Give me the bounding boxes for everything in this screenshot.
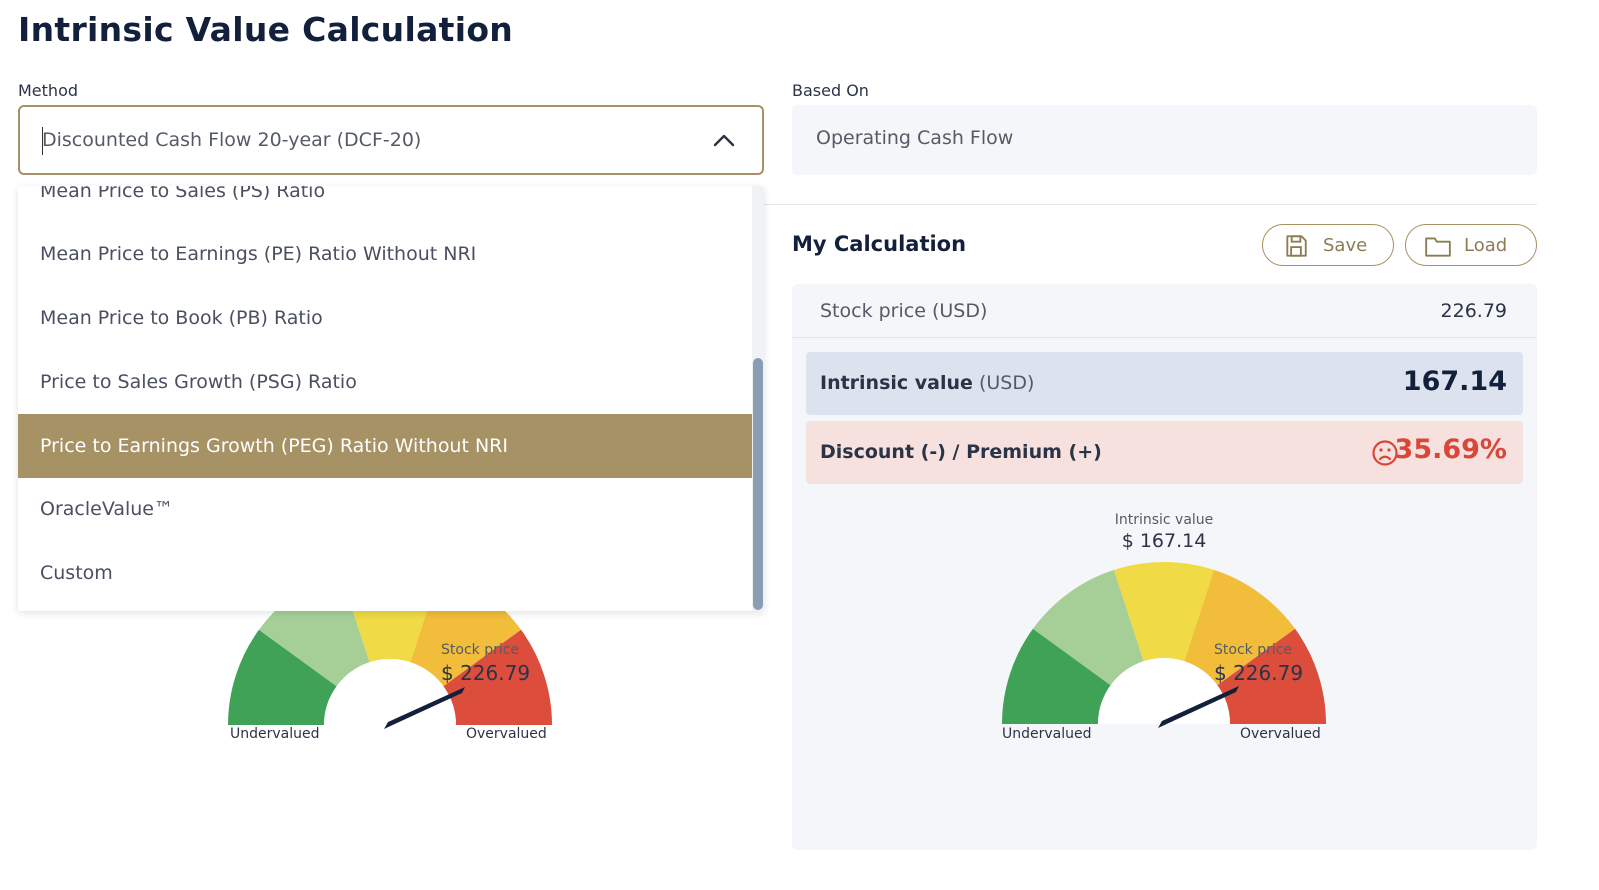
based-on-label: Based On — [792, 81, 869, 100]
right-gauge-undervalued: Undervalued — [1002, 726, 1092, 742]
dropdown-option[interactable]: Price to Sales Growth (PSG) Ratio — [40, 371, 357, 393]
dropdown-scrollbar-thumb[interactable] — [753, 358, 763, 610]
left-gauge-stock-caption: Stock price — [441, 642, 520, 658]
gauge-segment — [1217, 628, 1326, 724]
dropdown-option-selected[interactable]: Price to Earnings Growth (PEG) Ratio Wit… — [18, 414, 752, 478]
discount-premium-value: 35.69% — [1394, 434, 1507, 465]
discount-premium-label: Discount (-) / Premium (+) — [820, 441, 1102, 463]
right-gauge-dial — [1002, 562, 1326, 728]
dropdown-option[interactable]: Mean Price to Earnings (PE) Ratio Withou… — [40, 243, 477, 265]
gauge-segment — [1002, 628, 1111, 724]
right-gauge: Intrinsic value $ 167.14 Stock price $ 2… — [1000, 512, 1340, 752]
stock-price-label: Stock price (USD) — [820, 300, 988, 322]
load-button[interactable]: Load — [1405, 224, 1537, 266]
dropdown-option[interactable]: Custom — [40, 562, 113, 584]
save-button[interactable]: Save — [1262, 224, 1394, 266]
text-caret — [42, 127, 43, 155]
left-gauge-undervalued: Undervalued — [230, 726, 320, 742]
my-calculation-title: My Calculation — [792, 232, 967, 256]
chevron-up-icon[interactable] — [712, 129, 736, 153]
dropdown-option[interactable]: Mean Price to Book (PB) Ratio — [40, 307, 323, 329]
folder-icon — [1425, 237, 1451, 257]
save-button-label: Save — [1323, 235, 1368, 256]
method-select[interactable]: Discounted Cash Flow 20-year (DCF-20) — [18, 105, 764, 175]
gauge-segment — [1032, 569, 1144, 686]
load-button-label: Load — [1464, 235, 1508, 256]
gauge-segment — [1184, 569, 1296, 686]
method-label: Method — [18, 81, 79, 100]
gauge-segment — [1113, 562, 1215, 662]
discount-premium-row: Discount (-) / Premium (+) 35.69% — [806, 421, 1523, 484]
gauge-segment — [228, 629, 337, 725]
left-gauge-stock-value: $ 226.79 — [441, 661, 531, 685]
calculation-panel: Stock price (USD) 226.79 Intrinsic value… — [792, 284, 1537, 850]
method-select-value: Discounted Cash Flow 20-year (DCF-20) — [42, 129, 422, 151]
gauge-segment — [443, 629, 552, 725]
right-gauge-intrinsic-caption: Intrinsic value — [1114, 512, 1214, 528]
intrinsic-value-row: Intrinsic value (USD) 167.14 — [806, 352, 1523, 415]
right-gauge-overvalued: Overvalued — [1240, 726, 1321, 742]
section-divider — [764, 204, 1537, 205]
intrinsic-value-label: Intrinsic value (USD) — [820, 372, 1035, 394]
dropdown-option[interactable]: Mean Price to Sales (PS) Ratio — [40, 186, 326, 202]
right-gauge-stock-value: $ 226.79 — [1214, 661, 1304, 685]
based-on-field: Operating Cash Flow — [792, 105, 1537, 175]
floppy-disk-icon — [1286, 235, 1307, 257]
right-gauge-stock-caption: Stock price — [1214, 642, 1293, 658]
stock-price-row: Stock price (USD) 226.79 — [792, 284, 1537, 338]
right-gauge-intrinsic-value: $ 167.14 — [1121, 530, 1207, 552]
dropdown-option[interactable]: OracleValue™ — [40, 498, 173, 520]
page-title: Intrinsic Value Calculation — [18, 10, 514, 49]
intrinsic-value: 167.14 — [1402, 366, 1507, 397]
stock-price-value: 226.79 — [1440, 300, 1507, 322]
left-gauge-overvalued: Overvalued — [466, 726, 547, 742]
sad-face-icon — [1372, 440, 1398, 466]
based-on-value: Operating Cash Flow — [816, 127, 1014, 149]
method-dropdown[interactable]: Mean Price to Sales (PS) Ratio Mean Pric… — [18, 186, 764, 611]
